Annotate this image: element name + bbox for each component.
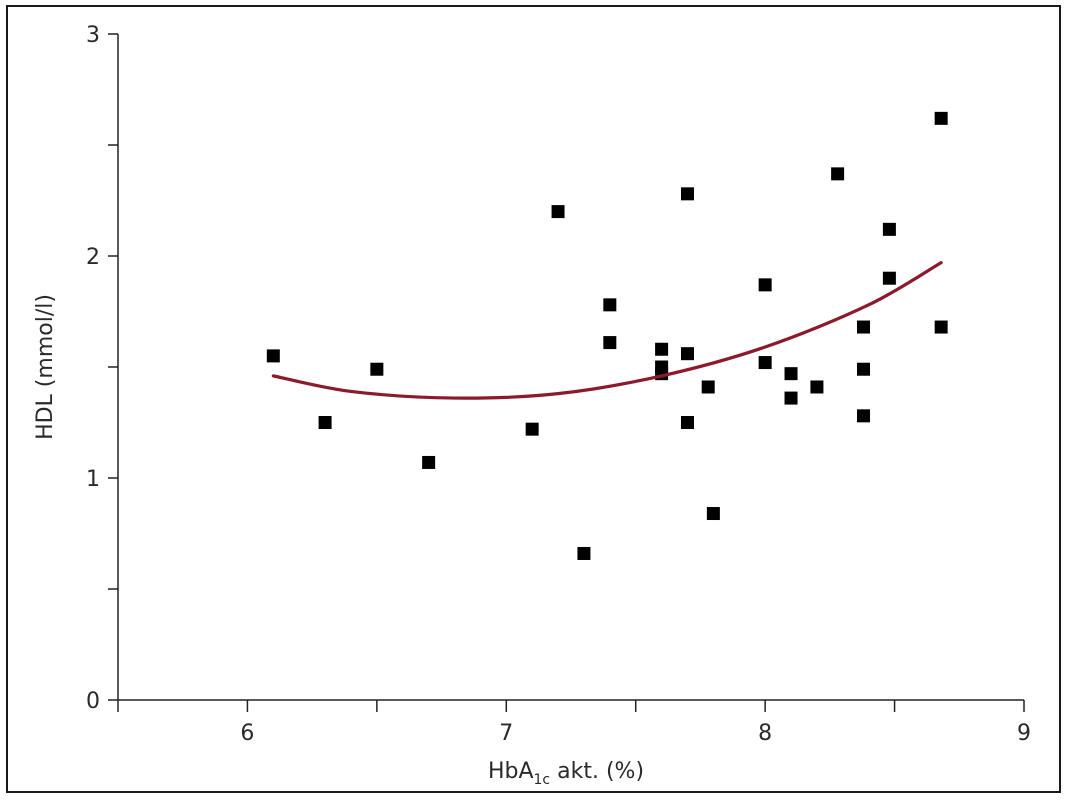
y-axis-title: HDL (mmol/l) (33, 294, 58, 440)
data-point (882, 271, 896, 285)
y-tick-label: 3 (86, 23, 100, 48)
data-point (831, 167, 845, 181)
data-point (701, 380, 715, 394)
data-point (525, 422, 539, 436)
data-point (934, 320, 948, 334)
data-point (603, 298, 617, 312)
y-tick-label: 2 (86, 245, 100, 270)
data-point (551, 205, 565, 219)
x-axis-title-suffix: akt. (%) (550, 759, 644, 784)
x-tick-label: 9 (1017, 721, 1031, 746)
data-point (603, 336, 617, 350)
data-point (370, 362, 384, 376)
data-point (655, 342, 669, 356)
data-point (857, 320, 871, 334)
data-point (784, 367, 798, 381)
data-point (758, 278, 772, 292)
data-point (784, 391, 798, 405)
data-point (857, 409, 871, 423)
figure-frame (6, 5, 1061, 793)
data-point (422, 455, 436, 469)
data-point (680, 347, 694, 361)
y-tick-label: 1 (86, 467, 100, 492)
data-point (706, 507, 720, 521)
data-point (857, 362, 871, 376)
data-point (318, 416, 332, 429)
x-axis-title: HbA1c akt. (%) (488, 759, 644, 788)
x-axis-tick-labels: 6 7 8 9 (240, 721, 1031, 746)
y-axis-tick-labels: 0 1 2 3 (86, 23, 100, 714)
trend-curve (271, 261, 943, 400)
x-tick-label: 7 (499, 721, 513, 746)
x-axis-title-subscript: 1c (534, 772, 551, 788)
axes: 0 1 2 3 6 7 8 9 (86, 23, 1031, 746)
data-point (810, 380, 824, 394)
data-points (266, 111, 948, 560)
data-point (758, 356, 772, 370)
y-tick-label: 0 (86, 689, 100, 714)
data-point (934, 111, 948, 125)
x-tick-label: 8 (758, 721, 772, 746)
data-point (680, 416, 694, 429)
x-axis-ticks (117, 700, 1025, 712)
x-tick-label: 6 (240, 721, 254, 746)
data-point (882, 222, 896, 236)
data-point (577, 546, 591, 560)
y-axis-ticks (108, 33, 118, 701)
data-point (266, 349, 280, 363)
data-point (680, 187, 694, 201)
x-axis-title-main: HbA (488, 759, 534, 784)
